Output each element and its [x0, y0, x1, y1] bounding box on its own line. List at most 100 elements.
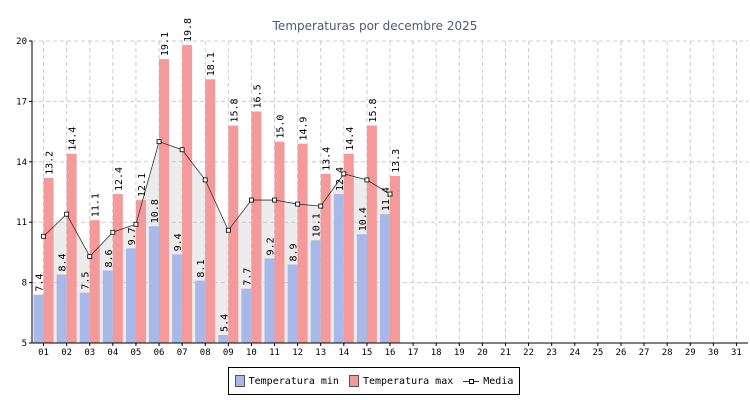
min-bar	[149, 226, 160, 343]
min-value-label: 8.9	[289, 243, 300, 261]
x-tick-label: 26	[616, 348, 627, 358]
min-value-label: 7.5	[81, 272, 92, 290]
average-point	[202, 177, 208, 183]
max-bar	[297, 143, 308, 343]
max-value-label: 13.4	[322, 147, 333, 171]
x-tick-label: 14	[338, 348, 349, 358]
max-bar	[274, 141, 285, 343]
min-bar	[310, 240, 321, 343]
average-point	[87, 254, 93, 259]
max-bar	[112, 194, 123, 343]
min-bar	[79, 292, 90, 343]
legend-label-average: Media	[483, 375, 514, 387]
average-point	[387, 191, 393, 197]
x-tick-label: 29	[685, 348, 696, 358]
max-bar	[228, 125, 239, 343]
min-bar	[102, 270, 113, 343]
x-tick-label: 09	[223, 348, 234, 358]
max-value-label: 11.1	[91, 193, 102, 217]
average-point	[341, 171, 347, 177]
y-tick-label: 17	[16, 97, 27, 107]
average-polyline	[43, 141, 391, 258]
max-value-label: 14.4	[345, 127, 356, 151]
max-value-label: 13.2	[45, 151, 56, 175]
x-tick-label: 03	[84, 348, 95, 358]
x-tick-label: 31	[731, 348, 742, 358]
max-value-label: 19.1	[160, 32, 171, 56]
min-value-label: 9.4	[173, 233, 184, 251]
x-tick-label: 28	[662, 348, 673, 358]
average-point	[179, 147, 185, 153]
x-tick-label: 04	[107, 348, 118, 358]
min-value-label: 5.4	[219, 314, 230, 332]
legend-item-max: Temperatura max	[348, 375, 454, 387]
x-tick-label: 08	[200, 348, 211, 358]
x-tick-label: 19	[454, 348, 465, 358]
min-value-label: 10.4	[358, 207, 369, 231]
max-bar	[205, 79, 216, 344]
legend-item-average: Media	[463, 375, 513, 387]
average-point	[156, 139, 162, 145]
average-point	[249, 197, 254, 203]
min-value-label: 11.4	[381, 187, 392, 211]
x-tick-label: 11	[269, 348, 280, 358]
chart-title: Temperaturas por decembre 2025	[272, 19, 478, 33]
average-point	[364, 177, 370, 183]
max-bar	[135, 200, 146, 343]
bars	[33, 45, 400, 344]
average-point	[41, 233, 46, 239]
min-value-label: 10.8	[150, 199, 161, 223]
min-bar	[356, 234, 367, 343]
min-bar	[195, 280, 206, 343]
x-tick-label: 17	[408, 348, 419, 358]
max-bar	[320, 173, 331, 343]
legend-label-max: Temperatura max	[362, 375, 454, 387]
x-tick-label: 13	[315, 348, 326, 358]
max-value-label: 13.3	[391, 149, 402, 173]
x-tick-label: 22	[523, 348, 534, 358]
average-point	[225, 227, 231, 233]
max-value-label: 14.9	[299, 117, 310, 141]
x-tick-label: 24	[569, 348, 580, 358]
y-tick-label: 14	[16, 158, 27, 168]
x-tick-label: 23	[546, 348, 557, 358]
average-line	[41, 139, 393, 259]
max-value-label: 18.1	[206, 52, 217, 76]
max-value-label: 12.4	[114, 167, 125, 191]
legend: Temperatura min Temperatura max Media	[228, 367, 520, 395]
min-value-label: 7.4	[35, 274, 46, 292]
min-bar	[33, 294, 44, 343]
x-tick-label: 16	[385, 348, 396, 358]
min-value-label: 9.2	[266, 237, 277, 255]
legend-swatch-average	[463, 375, 480, 387]
average-point	[318, 203, 324, 209]
y-tick-label: 11	[16, 218, 27, 228]
min-bar	[380, 214, 390, 343]
x-tick-label: 10	[246, 348, 257, 358]
data-labels: 7.4 8.4 7.5 8.6 9.7 10.8 9.4 8.1 5.4 7.7 9.2 8.9 10.…	[35, 18, 402, 332]
min-bar	[333, 194, 344, 343]
axes: 5 8 11 14 17 20 01 02 03 04 05 06 07 08 09 10 11 12 13 14 15…	[16, 37, 748, 358]
y-tick-label: 20	[16, 37, 27, 47]
max-value-label: 15.0	[276, 115, 287, 139]
max-value-label: 19.8	[183, 18, 194, 42]
max-bar	[159, 59, 170, 344]
min-bar	[56, 274, 67, 343]
max-bar	[251, 111, 262, 343]
legend-swatch-max	[348, 375, 359, 387]
x-tick-label: 20	[477, 348, 488, 358]
max-value-label: 15.8	[229, 98, 240, 122]
max-bar	[182, 45, 193, 343]
min-value-label: 12.4	[335, 167, 346, 191]
average-point	[272, 197, 277, 203]
max-value-label: 14.4	[68, 127, 79, 151]
y-tick-label: 8	[22, 279, 27, 289]
x-tick-label: 02	[61, 348, 72, 358]
legend-swatch-min	[234, 375, 245, 387]
max-bar	[343, 153, 354, 343]
x-tick-label: 21	[500, 348, 511, 358]
x-tick-label: 06	[154, 348, 165, 358]
legend-item-min: Temperatura min	[234, 375, 339, 387]
x-tick-label: 01	[38, 348, 49, 358]
